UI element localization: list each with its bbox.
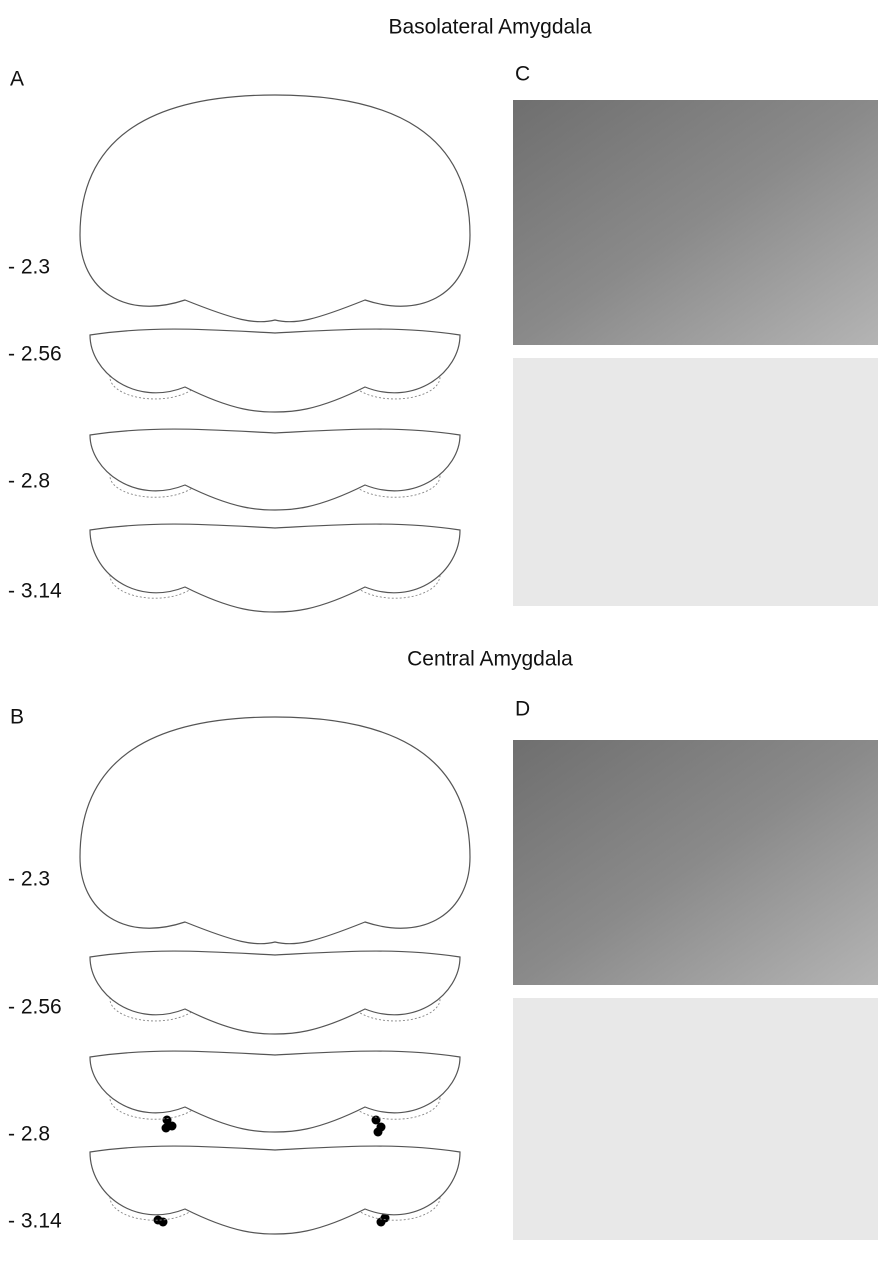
panel-label: C: [515, 63, 530, 86]
level-label: - 3.14: [8, 580, 62, 603]
panel-label: A: [10, 68, 24, 91]
level-label: - 2.56: [8, 996, 62, 1019]
photo-background: [513, 998, 878, 1240]
slice-outline: [90, 1051, 460, 1132]
level-label: - 2.3: [8, 256, 50, 279]
photo-background: [513, 358, 878, 606]
slice-outline: [90, 329, 460, 412]
section-title: Basolateral Amygdala: [388, 16, 591, 39]
injection-site: [163, 1116, 172, 1125]
slice-outline: [90, 951, 460, 1034]
level-label: - 2.8: [8, 1123, 50, 1146]
section-title: Central Amygdala: [407, 648, 573, 671]
level-label: - 2.8: [8, 470, 50, 493]
photo-background: [513, 740, 878, 985]
slice-outline: [90, 1146, 460, 1234]
page: {"sections": [ {"title": "Basolateral Am…: [0, 0, 880, 1257]
level-label: - 2.56: [8, 343, 62, 366]
photo-background: [513, 100, 878, 345]
level-label: - 2.3: [8, 868, 50, 891]
level-label: - 3.14: [8, 1210, 62, 1233]
slice-outline: [90, 429, 460, 510]
figure: Basolateral Amygdala A C - 2.3 - 2.56 - …: [0, 0, 880, 1257]
panel-label: B: [10, 706, 24, 729]
slice-outline: [80, 95, 470, 322]
slice-outline: [90, 524, 460, 612]
slice-outline: [80, 717, 470, 944]
panel-label: D: [515, 698, 530, 721]
